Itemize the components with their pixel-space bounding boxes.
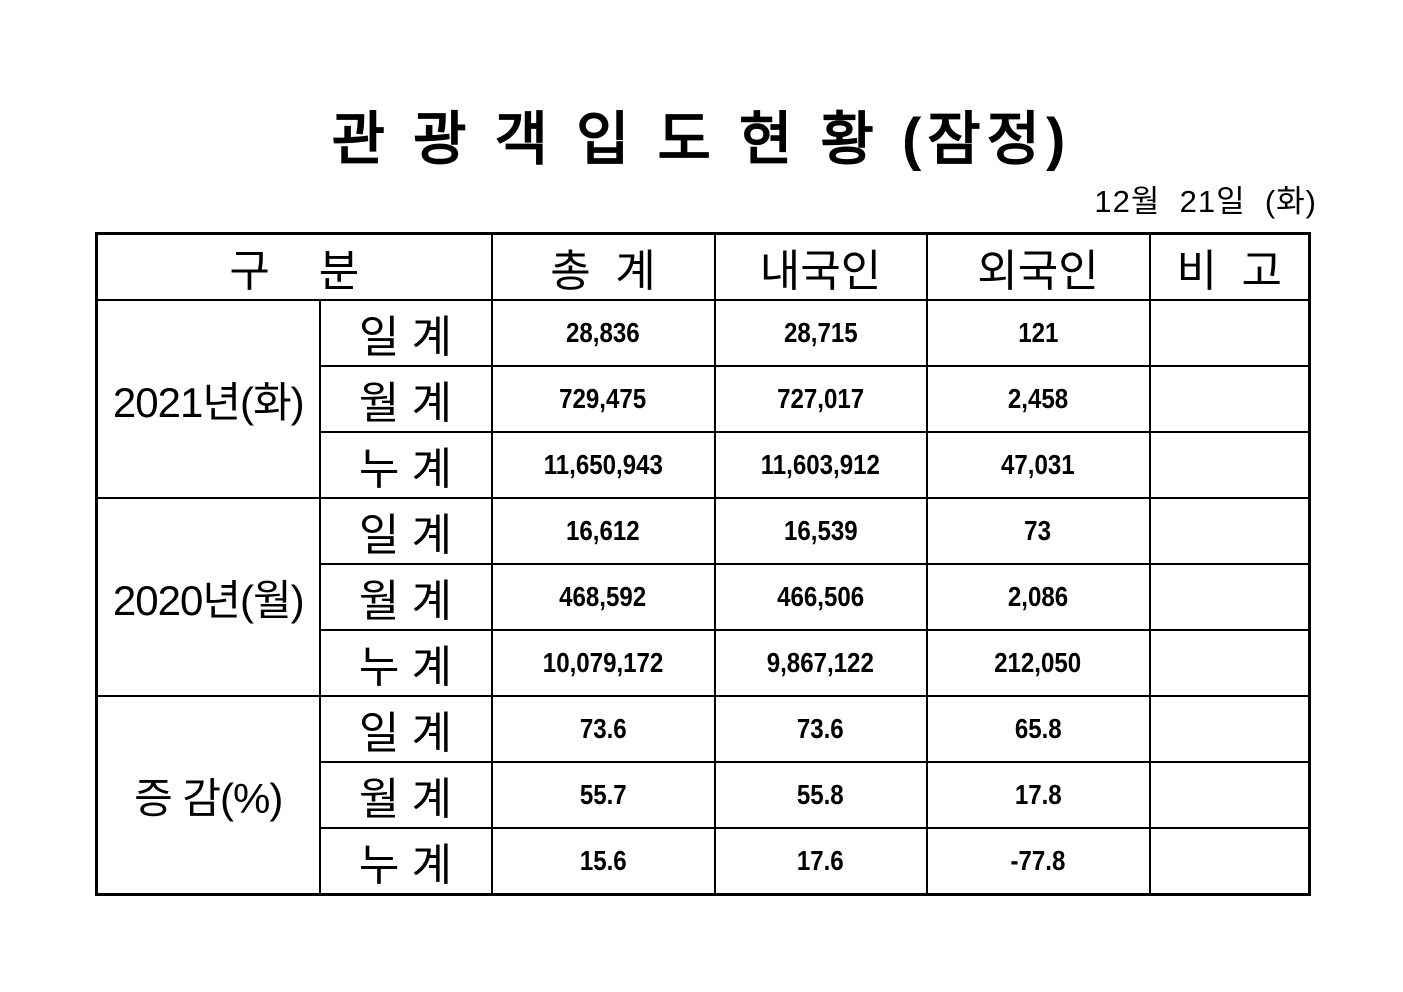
table-row: 누 계 10,079,172 9,867,122 212,050 bbox=[97, 629, 1311, 697]
value-total: 16,612 bbox=[490, 497, 716, 565]
value-text: 55.8 bbox=[797, 779, 844, 810]
remarks-cell bbox=[1148, 563, 1311, 631]
value-total: 729,475 bbox=[490, 365, 716, 433]
value-domestic: 9,867,122 bbox=[713, 629, 928, 697]
remarks-cell bbox=[1148, 497, 1311, 565]
value-text: 73.6 bbox=[797, 713, 844, 744]
remarks-cell bbox=[1148, 629, 1311, 697]
value-foreign: 17.8 bbox=[925, 761, 1151, 829]
value-text: 727,017 bbox=[776, 383, 865, 414]
value-text: 10,079,172 bbox=[542, 647, 664, 678]
table-row: 누 계 15.6 17.6 -77.8 bbox=[97, 827, 1311, 896]
value-domestic: 11,603,912 bbox=[713, 431, 928, 499]
tourist-arrivals-table: 구 분 총 계 내국인 외국인 비 고 2021년(화) 일 계 28,836 … bbox=[95, 232, 1312, 896]
table-row: 월 계 55.7 55.8 17.8 bbox=[97, 761, 1311, 829]
value-total: 15.6 bbox=[490, 827, 716, 896]
value-text: 9,867,122 bbox=[766, 647, 875, 678]
value-text: 17.8 bbox=[1014, 779, 1062, 810]
remarks-cell bbox=[1148, 299, 1311, 367]
value-total: 73.6 bbox=[490, 695, 716, 763]
remarks-cell bbox=[1148, 695, 1311, 763]
value-text: 73.6 bbox=[579, 713, 627, 744]
value-text: 466,506 bbox=[776, 581, 865, 612]
page-title: 관 광 객 입 도 현 황 (잠정) bbox=[331, 107, 1072, 172]
row-label-daily: 일 계 bbox=[318, 299, 493, 367]
col-header-domestic: 내국인 bbox=[713, 232, 928, 301]
col-header-foreign: 외국인 bbox=[925, 232, 1151, 301]
table-row: 누 계 11,650,943 11,603,912 47,031 bbox=[97, 431, 1311, 499]
value-total: 11,650,943 bbox=[490, 431, 716, 499]
table-row: 2020년(월) 일 계 16,612 16,539 73 bbox=[95, 497, 1311, 697]
row-label-cumulative: 누 계 bbox=[318, 629, 493, 697]
value-text: -77.8 bbox=[1010, 845, 1066, 876]
value-text: 73 bbox=[1024, 515, 1052, 546]
table-row: 증 감(%) 일 계 73.6 73.6 65.8 bbox=[95, 695, 1311, 896]
remarks-cell bbox=[1148, 431, 1311, 499]
value-domestic: 16,539 bbox=[713, 497, 928, 565]
table-row: 2021년(화) 일 계 28,836 28,715 121 bbox=[95, 299, 1311, 499]
value-text: 17.6 bbox=[797, 845, 844, 876]
value-text: 2,086 bbox=[1007, 581, 1069, 612]
value-text: 121 bbox=[1017, 317, 1059, 348]
row-label-daily: 일 계 bbox=[318, 497, 493, 565]
value-text: 16,539 bbox=[783, 515, 858, 546]
row-label-cumulative: 누 계 bbox=[318, 827, 493, 896]
row-label-monthly: 월 계 bbox=[318, 761, 493, 829]
col-header-category: 구 분 bbox=[95, 232, 493, 301]
value-domestic: 727,017 bbox=[713, 365, 928, 433]
value-foreign: 73 bbox=[925, 497, 1151, 565]
value-foreign: 65.8 bbox=[925, 695, 1151, 763]
value-domestic: 73.6 bbox=[713, 695, 928, 763]
value-total: 55.7 bbox=[490, 761, 716, 829]
value-foreign: -77.8 bbox=[925, 827, 1151, 896]
value-total: 10,079,172 bbox=[490, 629, 716, 697]
row-label-monthly: 월 계 bbox=[318, 365, 493, 433]
group-label-2020: 2020년(월) bbox=[95, 497, 321, 697]
col-header-total: 총 계 bbox=[490, 232, 716, 301]
value-text: 65.8 bbox=[1014, 713, 1062, 744]
row-label-monthly: 월 계 bbox=[318, 563, 493, 631]
value-text: 28,715 bbox=[783, 317, 858, 348]
value-text: 16,612 bbox=[566, 515, 640, 546]
value-text: 15.6 bbox=[579, 845, 627, 876]
report-date: 12월 21일 (화) bbox=[1094, 184, 1317, 219]
value-domestic: 17.6 bbox=[713, 827, 928, 896]
value-total: 468,592 bbox=[490, 563, 716, 631]
group-label-change-pct: 증 감(%) bbox=[95, 695, 321, 896]
table-row: 월 계 468,592 466,506 2,086 bbox=[97, 563, 1311, 631]
value-domestic: 466,506 bbox=[713, 563, 928, 631]
value-total: 28,836 bbox=[490, 299, 716, 367]
remarks-cell bbox=[1148, 365, 1311, 433]
value-domestic: 55.8 bbox=[713, 761, 928, 829]
value-text: 2,458 bbox=[1007, 383, 1069, 414]
value-foreign: 2,086 bbox=[925, 563, 1151, 631]
value-text: 212,050 bbox=[994, 647, 1082, 678]
table-header-row: 구 분 총 계 내국인 외국인 비 고 bbox=[95, 232, 1311, 301]
group-label-2021: 2021년(화) bbox=[95, 299, 321, 499]
value-text: 11,650,943 bbox=[543, 449, 663, 480]
value-foreign: 2,458 bbox=[925, 365, 1151, 433]
col-header-remarks: 비 고 bbox=[1148, 232, 1311, 301]
remarks-cell bbox=[1148, 761, 1311, 829]
value-domestic: 28,715 bbox=[713, 299, 928, 367]
remarks-cell bbox=[1148, 827, 1311, 896]
value-foreign: 47,031 bbox=[925, 431, 1151, 499]
value-foreign: 121 bbox=[925, 299, 1151, 367]
value-text: 55.7 bbox=[579, 779, 627, 810]
row-label-daily: 일 계 bbox=[318, 695, 493, 763]
value-text: 11,603,912 bbox=[760, 449, 881, 480]
value-foreign: 212,050 bbox=[925, 629, 1151, 697]
row-label-cumulative: 누 계 bbox=[318, 431, 493, 499]
value-text: 47,031 bbox=[1001, 449, 1075, 480]
value-text: 28,836 bbox=[566, 317, 640, 348]
value-text: 468,592 bbox=[559, 581, 647, 612]
value-text: 729,475 bbox=[559, 383, 647, 414]
table-row: 월 계 729,475 727,017 2,458 bbox=[97, 365, 1311, 433]
